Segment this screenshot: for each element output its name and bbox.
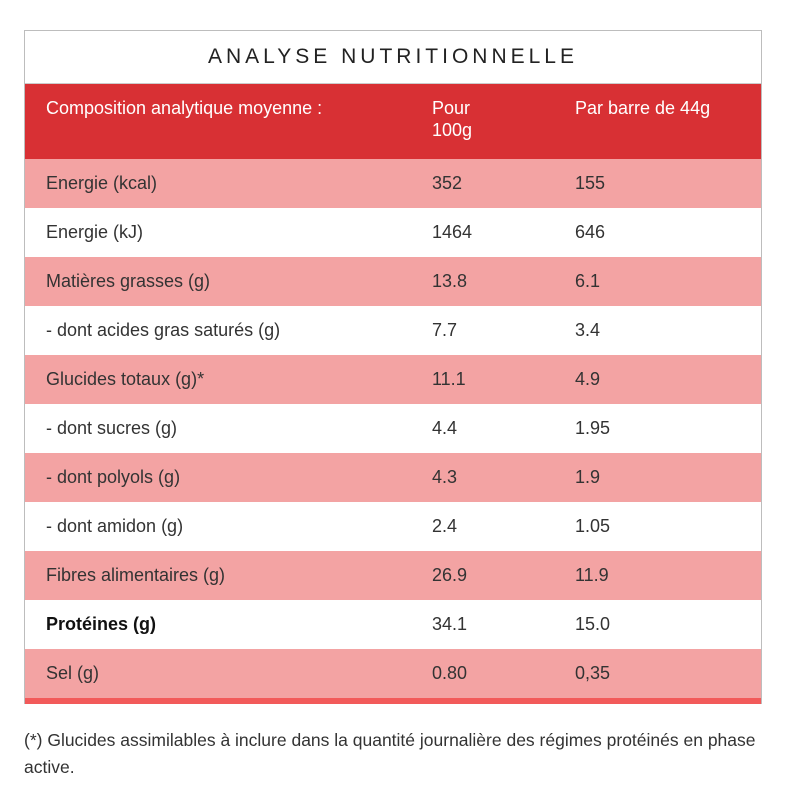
- nutrient-label: - dont polyols (g): [46, 467, 181, 487]
- value-per-100g: 2.4: [432, 516, 458, 536]
- table-body: Energie (kcal) 352 155 Energie (kJ) 1464 646 M…: [25, 159, 761, 698]
- value-per-100g: 34.1: [432, 614, 468, 634]
- value-per-100g: 26.9: [432, 565, 468, 585]
- nutrient-label: Protéines (g): [46, 614, 157, 634]
- nutrient-label: Glucides totaux (g)*: [46, 369, 205, 389]
- value-per-100g: 4.3: [432, 467, 458, 487]
- value-per-100g: 352: [432, 173, 463, 193]
- table-row: Matières grasses (g) 13.8 6.1: [25, 257, 761, 306]
- table-header: Composition analytique moyenne : Pour 10…: [25, 84, 761, 159]
- table-row: - dont polyols (g) 4.3 1.9: [25, 453, 761, 502]
- table-row: Protéines (g) 34.1 15.0: [25, 600, 761, 649]
- value-per-bar: 15.0: [575, 614, 611, 634]
- table-row: - dont acides gras saturés (g) 7.7 3.4: [25, 306, 761, 355]
- table-row: Glucides totaux (g)* 11.1 4.9: [25, 355, 761, 404]
- value-per-bar: 11.9: [575, 565, 609, 585]
- header-composition: Composition analytique moyenne :: [46, 98, 323, 118]
- nutrient-label: Energie (kcal): [46, 173, 158, 193]
- nutrient-label: Fibres alimentaires (g): [46, 565, 226, 585]
- header-per-100g: Pour 100g: [432, 98, 473, 140]
- value-per-bar: 1.95: [575, 418, 611, 438]
- footnote: (*) Glucides assimilables à inclure dans…: [24, 730, 756, 777]
- nutrient-label: Matières grasses (g): [46, 271, 211, 291]
- value-per-100g: 13.8: [432, 271, 468, 291]
- bottom-border: [25, 698, 761, 704]
- table-row: Energie (kcal) 352 155: [25, 159, 761, 208]
- nutrient-label: - dont amidon (g): [46, 516, 184, 536]
- table-row: Fibres alimentaires (g) 26.9 11.9: [25, 551, 761, 600]
- table-row: - dont amidon (g) 2.4 1.05: [25, 502, 761, 551]
- table-row: - dont sucres (g) 4.4 1.95: [25, 404, 761, 453]
- table-row: Energie (kJ) 1464 646: [25, 208, 761, 257]
- nutrient-label: Sel (g): [46, 663, 100, 683]
- value-per-100g: 4.4: [432, 418, 458, 438]
- value-per-bar: 4.9: [575, 369, 601, 389]
- nutrient-label: Energie (kJ): [46, 222, 144, 242]
- table-title: ANALYSE NUTRITIONNELLE: [25, 31, 761, 84]
- header-per-bar: Par barre de 44g: [575, 98, 711, 118]
- value-per-bar: 0,35: [575, 663, 611, 683]
- value-per-100g: 0.80: [432, 663, 468, 683]
- value-per-100g: 7.7: [432, 320, 458, 340]
- value-per-bar: 3.4: [575, 320, 601, 340]
- nutrient-label: - dont sucres (g): [46, 418, 178, 438]
- value-per-bar: 155: [575, 173, 606, 193]
- nutrition-table: ANALYSE NUTRITIONNELLE Composition analy…: [24, 30, 762, 704]
- value-per-bar: 6.1: [575, 271, 601, 291]
- table-row: Sel (g) 0.80 0,35: [25, 649, 761, 698]
- value-per-bar: 1.05: [575, 516, 611, 536]
- value-per-bar: 646: [575, 222, 606, 242]
- value-per-bar: 1.9: [575, 467, 601, 487]
- value-per-100g: 1464: [432, 222, 473, 242]
- nutrient-label: - dont acides gras saturés (g): [46, 320, 281, 340]
- value-per-100g: 11.1: [432, 369, 466, 389]
